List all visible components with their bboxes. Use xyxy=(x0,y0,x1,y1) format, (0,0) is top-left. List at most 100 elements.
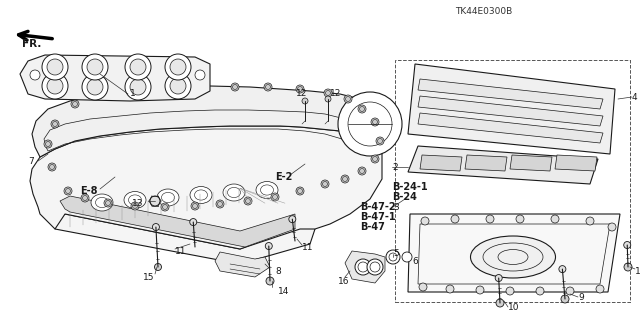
Circle shape xyxy=(51,120,59,128)
Circle shape xyxy=(566,287,574,295)
Circle shape xyxy=(87,79,103,95)
Circle shape xyxy=(342,176,348,182)
Circle shape xyxy=(125,74,151,100)
Circle shape xyxy=(559,266,566,273)
Polygon shape xyxy=(408,64,615,154)
Circle shape xyxy=(421,217,429,225)
Circle shape xyxy=(42,54,68,80)
Circle shape xyxy=(506,287,514,295)
Circle shape xyxy=(608,223,616,231)
Text: 6: 6 xyxy=(412,256,418,265)
Circle shape xyxy=(516,215,524,223)
Circle shape xyxy=(324,89,332,97)
Circle shape xyxy=(289,216,296,223)
Circle shape xyxy=(82,54,108,80)
Circle shape xyxy=(49,165,54,169)
Circle shape xyxy=(130,59,146,75)
Circle shape xyxy=(126,87,134,95)
Circle shape xyxy=(127,88,132,93)
Polygon shape xyxy=(60,196,295,247)
Text: 13: 13 xyxy=(132,199,143,209)
Circle shape xyxy=(47,78,63,94)
Circle shape xyxy=(446,285,454,293)
Circle shape xyxy=(346,97,351,101)
Circle shape xyxy=(536,287,544,295)
Text: 9: 9 xyxy=(578,293,584,301)
Circle shape xyxy=(125,54,151,80)
Circle shape xyxy=(323,182,328,187)
Text: 1: 1 xyxy=(130,90,136,99)
Circle shape xyxy=(106,201,111,205)
Polygon shape xyxy=(418,96,603,126)
Text: 16: 16 xyxy=(338,277,349,286)
Circle shape xyxy=(30,70,40,80)
Text: B-47-1: B-47-1 xyxy=(360,212,396,222)
Circle shape xyxy=(358,167,366,175)
Circle shape xyxy=(165,54,191,80)
Ellipse shape xyxy=(223,184,245,201)
Circle shape xyxy=(355,259,371,275)
Text: 12: 12 xyxy=(296,90,307,99)
Circle shape xyxy=(97,93,102,98)
Circle shape xyxy=(152,224,159,231)
Circle shape xyxy=(344,95,352,103)
Circle shape xyxy=(360,168,365,174)
Text: TK44E0300B: TK44E0300B xyxy=(455,6,512,16)
Circle shape xyxy=(131,202,139,210)
Circle shape xyxy=(296,187,304,195)
Circle shape xyxy=(44,140,52,148)
Circle shape xyxy=(476,286,484,294)
Circle shape xyxy=(154,263,161,271)
Circle shape xyxy=(165,73,191,99)
Text: 11: 11 xyxy=(302,242,314,251)
Polygon shape xyxy=(30,126,382,249)
Polygon shape xyxy=(465,155,507,171)
Circle shape xyxy=(419,283,427,291)
Circle shape xyxy=(358,105,366,113)
Circle shape xyxy=(266,85,271,90)
Circle shape xyxy=(196,83,204,91)
Circle shape xyxy=(191,202,199,210)
Circle shape xyxy=(195,70,205,80)
Circle shape xyxy=(321,180,329,188)
Circle shape xyxy=(104,199,112,207)
Circle shape xyxy=(371,155,379,163)
Circle shape xyxy=(298,86,303,92)
Ellipse shape xyxy=(157,189,179,206)
Circle shape xyxy=(266,277,274,285)
Polygon shape xyxy=(408,214,620,292)
Circle shape xyxy=(296,85,304,93)
Circle shape xyxy=(376,137,384,145)
Circle shape xyxy=(189,219,196,226)
Circle shape xyxy=(87,59,103,75)
Text: 3: 3 xyxy=(393,203,399,211)
Circle shape xyxy=(231,83,239,91)
Circle shape xyxy=(193,204,198,209)
Bar xyxy=(395,60,630,302)
Text: 15: 15 xyxy=(143,272,154,281)
Circle shape xyxy=(64,187,72,195)
Text: 5: 5 xyxy=(393,249,399,258)
Circle shape xyxy=(325,96,331,102)
Polygon shape xyxy=(55,214,315,264)
Polygon shape xyxy=(20,55,210,101)
Circle shape xyxy=(360,107,365,112)
Circle shape xyxy=(372,157,378,161)
Polygon shape xyxy=(345,251,385,283)
Circle shape xyxy=(495,275,502,282)
Circle shape xyxy=(386,250,400,264)
Circle shape xyxy=(341,175,349,183)
Circle shape xyxy=(244,197,252,205)
Circle shape xyxy=(302,98,308,104)
Circle shape xyxy=(163,86,168,92)
Text: 7: 7 xyxy=(28,157,34,166)
Polygon shape xyxy=(418,113,603,143)
Circle shape xyxy=(372,120,378,124)
Circle shape xyxy=(81,194,89,202)
Text: E-8: E-8 xyxy=(80,186,97,196)
Circle shape xyxy=(264,83,272,91)
Circle shape xyxy=(163,204,168,210)
Circle shape xyxy=(298,189,303,194)
Text: 11: 11 xyxy=(175,247,186,256)
Circle shape xyxy=(624,241,631,249)
